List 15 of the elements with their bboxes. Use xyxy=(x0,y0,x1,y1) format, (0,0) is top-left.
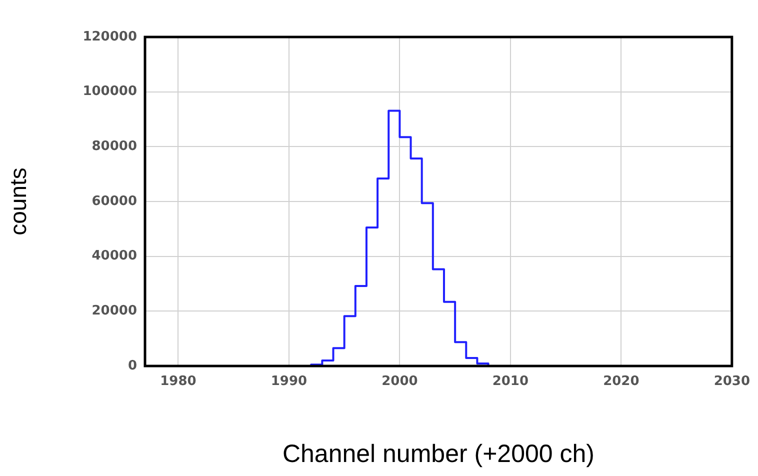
x-tick-label: 2020 xyxy=(603,374,640,390)
x-tick-label: 2030 xyxy=(714,374,750,390)
y-tick-label: 40000 xyxy=(92,248,137,264)
y-tick-label: 20000 xyxy=(92,304,137,319)
y-axis-title: counts xyxy=(5,168,32,236)
y-tick-label: 0 xyxy=(128,358,137,374)
y-tick-label: 100000 xyxy=(82,84,137,100)
y-tick-label: 80000 xyxy=(92,139,137,154)
x-tick-label: 2000 xyxy=(382,374,418,390)
y-tick-label: 60000 xyxy=(92,194,137,209)
x-tick-label: 2010 xyxy=(492,374,529,390)
x-axis-title: Channel number (+2000 ch) xyxy=(282,440,594,468)
x-tick-label: 1980 xyxy=(160,374,196,390)
y-tick-label: 120000 xyxy=(82,29,137,44)
x-tick-label: 1990 xyxy=(270,374,308,390)
